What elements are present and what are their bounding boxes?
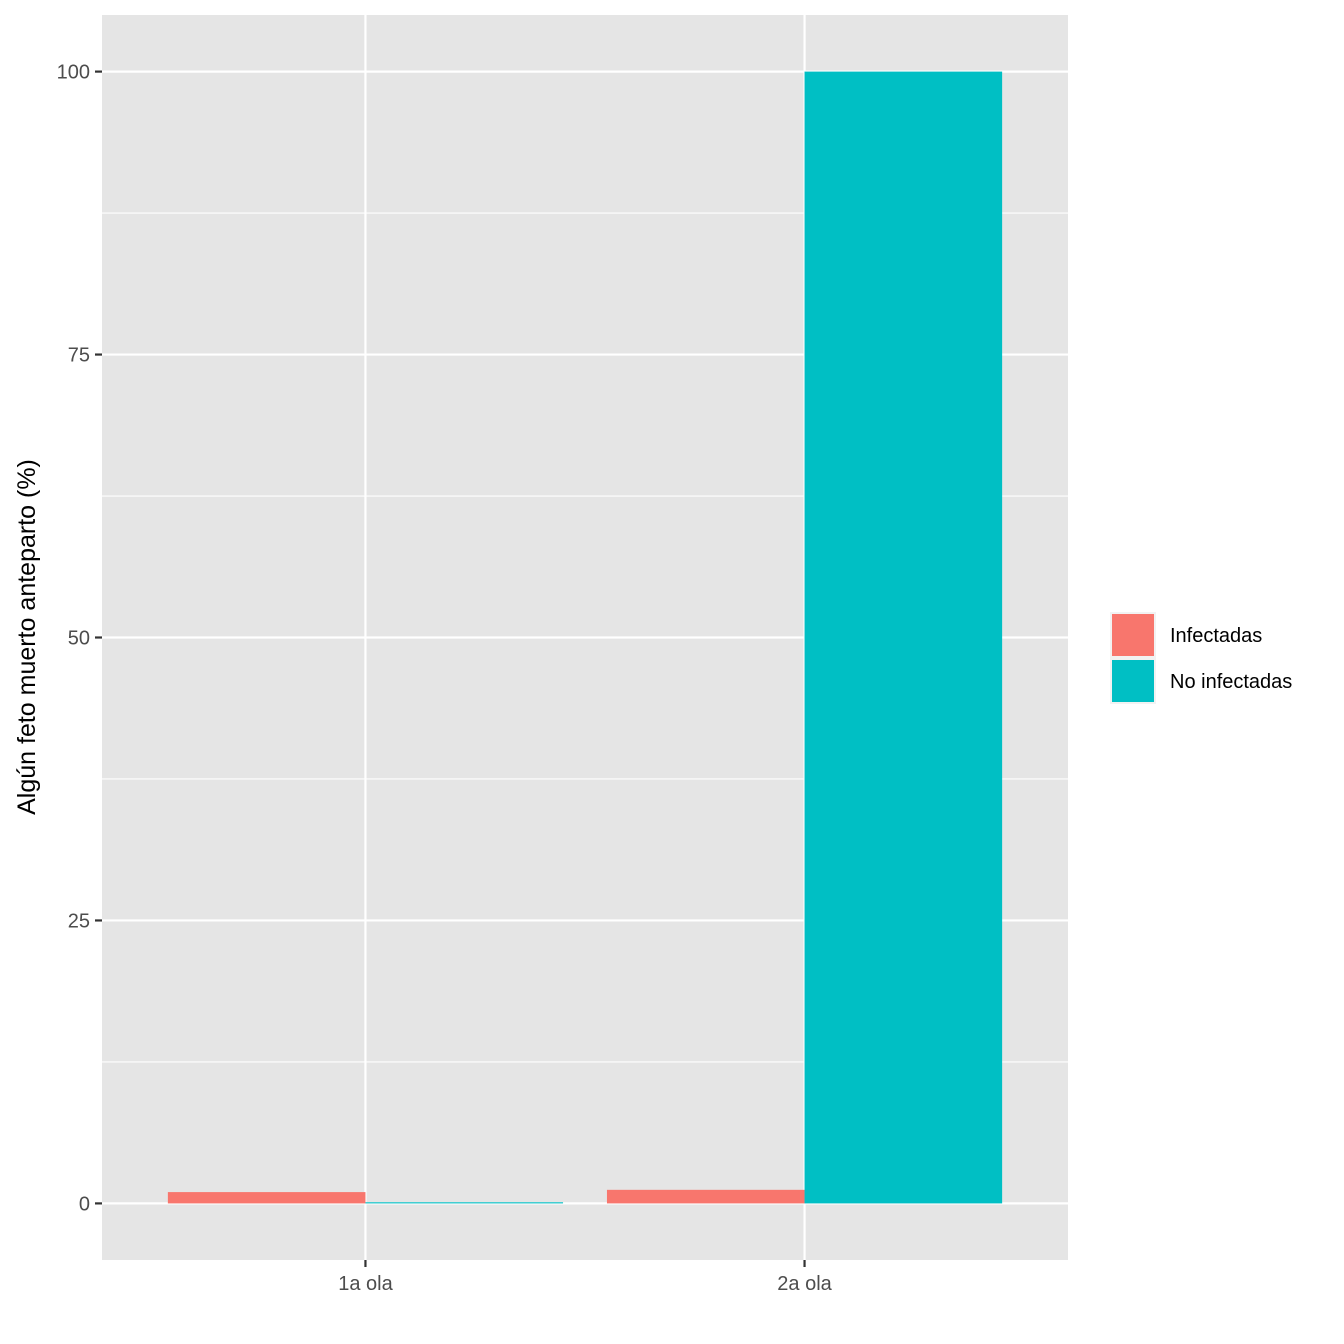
y-tick-label: 75 <box>68 345 90 367</box>
legend-label: Infectadas <box>1170 625 1262 647</box>
y-tick-label: 50 <box>68 628 90 650</box>
bar <box>606 1189 805 1204</box>
legend: Infectadas No infectadas <box>1110 612 1292 704</box>
y-tick-label: 100 <box>57 62 90 84</box>
bars <box>167 71 1003 1204</box>
bar <box>365 1202 564 1204</box>
y-axis: 0 25 50 75 100 <box>57 62 102 1215</box>
x-tick-label: 2a ola <box>777 1273 832 1295</box>
legend-key <box>1112 614 1154 656</box>
legend-key <box>1112 660 1154 702</box>
legend-label: No infectadas <box>1170 671 1292 693</box>
bar <box>167 1192 366 1204</box>
x-tick-label: 1a ola <box>338 1273 393 1295</box>
y-tick-label: 0 <box>79 1193 90 1215</box>
y-axis-title: Algún feto muerto anteparto (%) <box>13 459 41 815</box>
bar <box>804 71 1003 1204</box>
y-tick-label: 25 <box>68 910 90 932</box>
x-axis: 1a ola 2a ola <box>338 1260 833 1295</box>
